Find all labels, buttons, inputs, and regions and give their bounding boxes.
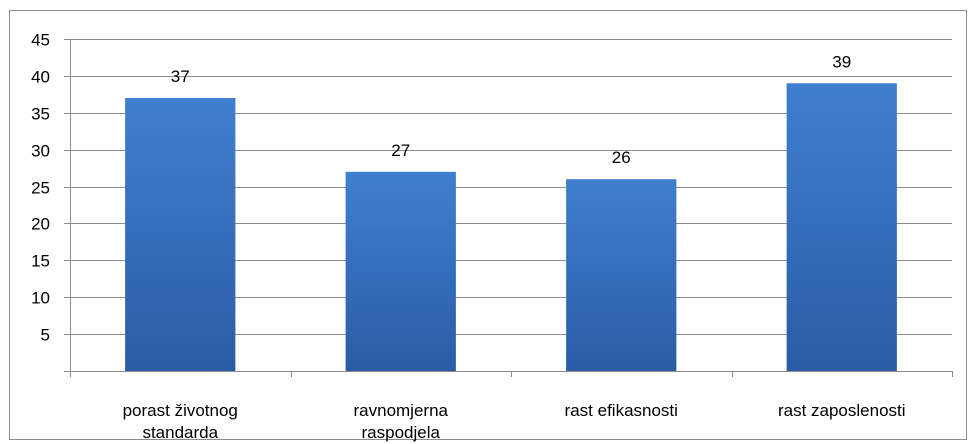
y-tick-label: 25 bbox=[31, 179, 50, 198]
category-label-3: rast efikasnosti bbox=[565, 401, 678, 420]
y-tick-label: 45 bbox=[31, 31, 50, 50]
data-label-4: 39 bbox=[832, 52, 851, 71]
bar-1 bbox=[125, 98, 236, 372]
labels: 5 10 15 20 25 30 35 40 45 37 porast životnog standa… bbox=[31, 31, 905, 443]
bars bbox=[125, 83, 897, 372]
data-label-2: 27 bbox=[391, 141, 410, 160]
category-label-1: porast životnog bbox=[123, 401, 238, 420]
axes bbox=[64, 39, 953, 377]
bar-3 bbox=[566, 179, 677, 371]
y-tick-label: 15 bbox=[31, 252, 50, 271]
bar-2 bbox=[345, 171, 456, 371]
data-label-1: 37 bbox=[171, 67, 190, 86]
y-tick-label: 35 bbox=[31, 105, 50, 124]
data-label-3: 26 bbox=[612, 148, 631, 167]
category-label-4: rast zaposlenosti bbox=[778, 401, 906, 420]
category-label-2: raspodjela bbox=[362, 423, 441, 442]
y-tick-label: 20 bbox=[31, 215, 50, 234]
y-tick-label: 30 bbox=[31, 142, 50, 161]
y-tick-label: 10 bbox=[31, 289, 50, 308]
y-tick-label: 40 bbox=[31, 68, 50, 87]
category-label-2: ravnomjerna bbox=[354, 401, 449, 420]
category-label-1: standarda bbox=[142, 423, 218, 442]
bar-4 bbox=[786, 83, 897, 372]
y-tick-label: 5 bbox=[41, 326, 50, 345]
